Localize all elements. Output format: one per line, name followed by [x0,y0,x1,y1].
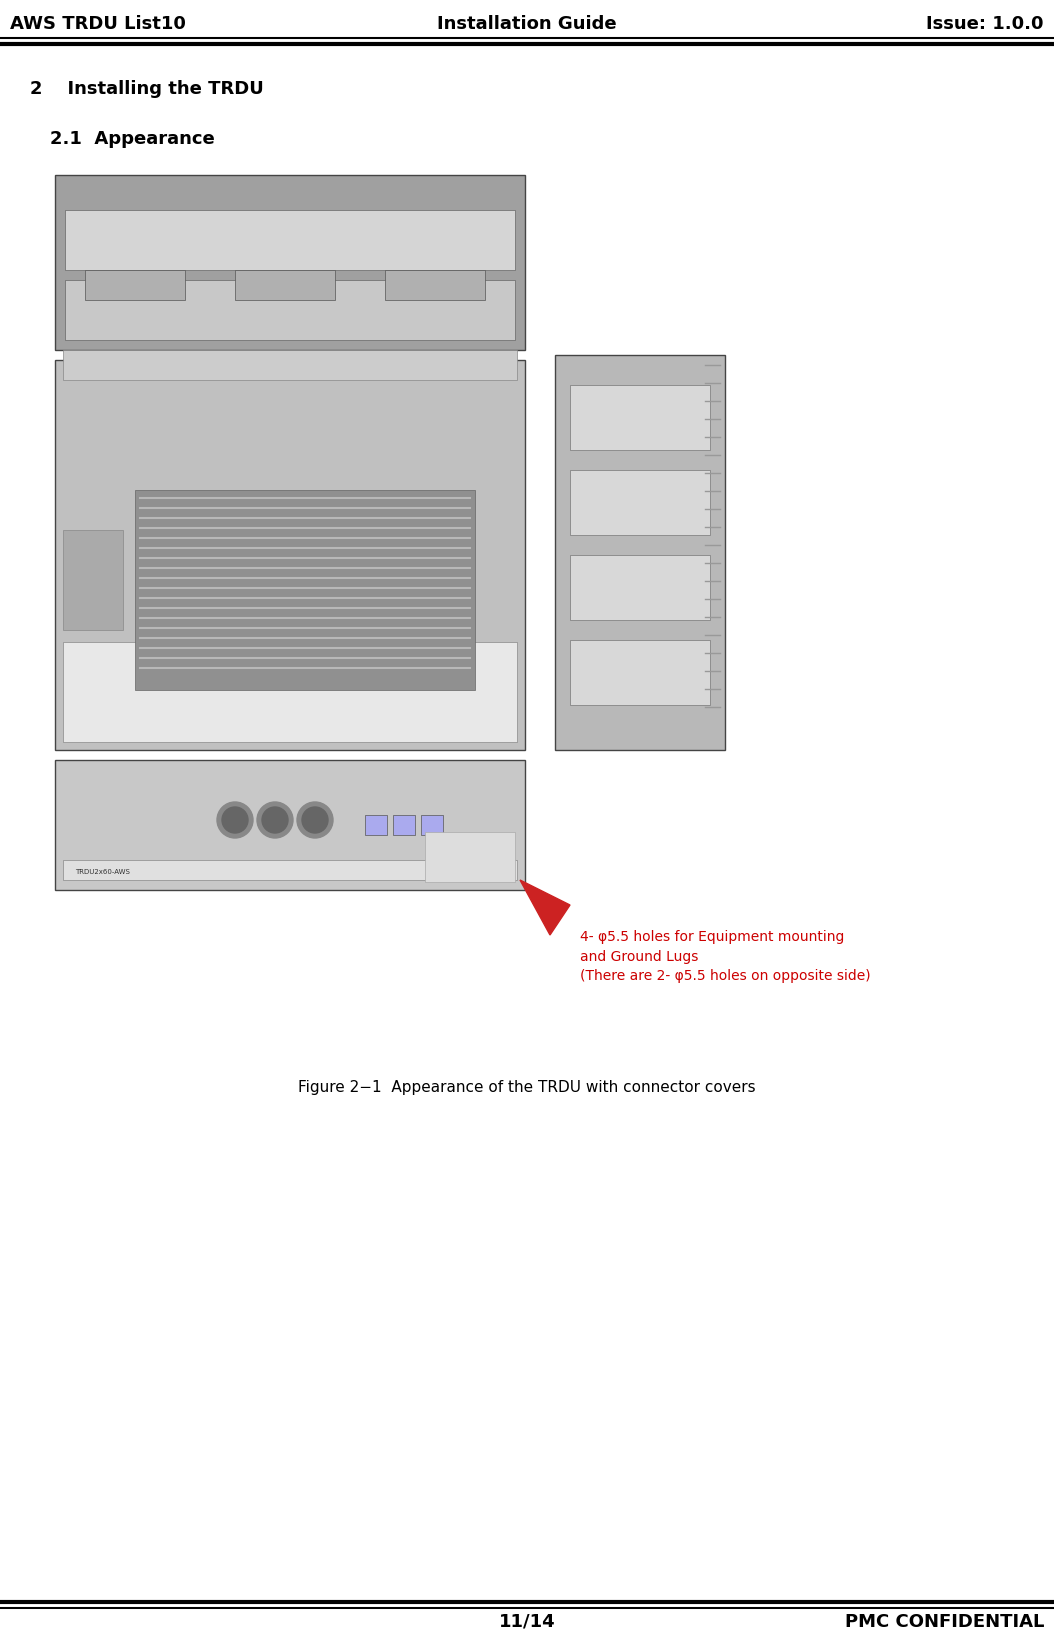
Bar [63,530,123,630]
Text: 2.1  Appearance: 2.1 Appearance [50,130,215,148]
Polygon shape [520,881,570,935]
Bar [393,815,415,835]
Text: Installation Guide: Installation Guide [437,15,617,33]
Text: AWS TRDU List10: AWS TRDU List10 [9,15,186,33]
Bar [385,270,485,300]
Bar [63,351,518,380]
Text: PMC CONFIDENTIAL: PMC CONFIDENTIAL [844,1613,1045,1631]
Bar [55,360,525,751]
Bar [570,471,710,535]
Text: 4- φ5.5 holes for Equipment mounting
and Ground Lugs
(There are 2- φ5.5 holes on: 4- φ5.5 holes for Equipment mounting and… [580,930,871,983]
Bar [63,642,518,742]
Bar [570,555,710,621]
Circle shape [302,807,328,833]
Bar [365,815,387,835]
Bar [570,640,710,704]
Bar [65,280,515,341]
Circle shape [222,807,248,833]
Text: Issue: 1.0.0: Issue: 1.0.0 [926,15,1045,33]
Circle shape [217,802,253,838]
Bar [135,491,475,690]
Bar [65,211,515,270]
Text: 2    Installing the TRDU: 2 Installing the TRDU [30,81,264,99]
Circle shape [297,802,333,838]
Circle shape [262,807,288,833]
Bar [570,385,710,449]
Bar [235,270,335,300]
Text: Figure 2−1  Appearance of the TRDU with connector covers: Figure 2−1 Appearance of the TRDU with c… [298,1080,756,1095]
Text: TRDU2x60-AWS: TRDU2x60-AWS [75,869,130,876]
Bar [55,760,525,890]
Bar [555,356,725,751]
Text: 11/14: 11/14 [499,1613,555,1631]
Bar [55,174,525,351]
Bar [425,831,515,882]
Circle shape [257,802,293,838]
Bar [85,270,186,300]
Bar [63,859,518,881]
Bar [421,815,443,835]
